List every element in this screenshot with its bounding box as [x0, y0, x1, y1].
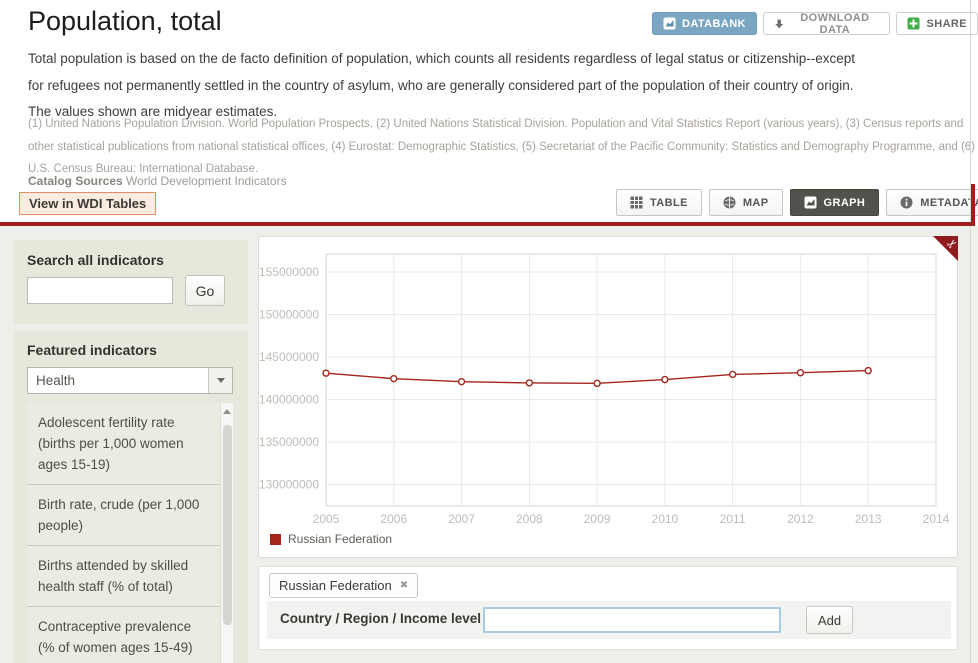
selected-country-tag[interactable]: Russian Federation ✖: [269, 573, 419, 598]
svg-text:2012: 2012: [787, 512, 814, 526]
header: Population, total DATABANK DOWNLOAD DATA: [0, 0, 978, 222]
close-icon[interactable]: ✖: [399, 580, 409, 591]
tab-metadata[interactable]: METADATA: [886, 189, 978, 216]
catalog-sources-value: World Development Indicators: [126, 174, 287, 188]
download-data-label: DOWNLOAD DATA: [800, 11, 870, 36]
databank-chart-icon: [663, 17, 676, 30]
svg-text:2013: 2013: [855, 512, 882, 526]
catalog-sources-label: Catalog Sources: [28, 174, 123, 188]
indicator-list-item[interactable]: Contraceptive prevalence (% of women age…: [27, 606, 220, 663]
clip-corner-ribbon[interactable]: ✂: [933, 235, 960, 261]
featured-category-value: Health: [36, 373, 76, 388]
share-button[interactable]: SHARE: [896, 12, 978, 35]
metadata-icon: [900, 196, 913, 209]
add-country-label: Country / Region / Income level: [280, 611, 482, 626]
right-gutter-strip: [971, 226, 978, 663]
download-data-button[interactable]: DOWNLOAD DATA: [762, 11, 891, 36]
svg-text:135000000: 135000000: [259, 435, 319, 449]
view-wdi-tables-button[interactable]: View in WDI Tables: [19, 192, 157, 215]
svg-text:2014: 2014: [923, 512, 950, 526]
indicator-description: Total population is based on the de fact…: [28, 51, 855, 119]
view-tabs: TABLE MAP GRAPH: [616, 189, 978, 216]
plus-icon: [907, 17, 920, 30]
legend-label: Russian Federation: [288, 532, 393, 546]
svg-text:2005: 2005: [313, 512, 340, 526]
tab-graph[interactable]: GRAPH: [789, 189, 880, 216]
chevron-up-icon[interactable]: [223, 409, 231, 414]
indicator-list: Adolescent fertility rate (births per 1,…: [27, 403, 233, 663]
chevron-down-icon: [216, 378, 225, 383]
population-line-chart[interactable]: 155000000 150000000 145000000 140000000 1350…: [259, 237, 959, 529]
select-arrow-box[interactable]: [208, 368, 232, 393]
svg-text:2006: 2006: [380, 512, 407, 526]
list-scrollbar[interactable]: [220, 403, 233, 663]
svg-text:2011: 2011: [720, 512, 746, 526]
svg-text:150000000: 150000000: [259, 308, 319, 322]
databank-label: DATABANK: [682, 17, 746, 30]
page-title: Population, total: [28, 6, 222, 36]
share-label: SHARE: [926, 17, 967, 30]
svg-text:2009: 2009: [584, 512, 611, 526]
indicator-sources: (1) United Nations Population Division. …: [28, 118, 976, 175]
selected-country-label: Russian Federation: [279, 578, 392, 593]
red-divider-rule: [0, 222, 975, 226]
add-country-row: Country / Region / Income level Add: [267, 601, 951, 639]
country-search-input[interactable]: [483, 607, 781, 633]
indicator-list-item[interactable]: Birth rate, crude (per 1,000 people): [27, 484, 220, 545]
red-divider-end-cap: [971, 184, 975, 226]
svg-text:2008: 2008: [516, 512, 543, 526]
table-icon: [630, 196, 643, 209]
tab-table[interactable]: TABLE: [616, 189, 702, 216]
svg-text:155000000: 155000000: [259, 265, 319, 279]
tab-metadata-label: METADATA: [920, 196, 978, 209]
add-button[interactable]: Add: [806, 606, 853, 634]
indicator-list-item[interactable]: Adolescent fertility rate (births per 1,…: [38, 415, 184, 472]
tab-map[interactable]: MAP: [708, 189, 783, 216]
map-icon: [723, 196, 736, 209]
tab-graph-label: GRAPH: [823, 196, 866, 209]
go-button[interactable]: Go: [185, 275, 225, 306]
scrollbar-thumb[interactable]: [223, 425, 232, 625]
svg-text:2007: 2007: [448, 512, 475, 526]
featured-category-select[interactable]: Health: [27, 367, 233, 394]
svg-text:140000000: 140000000: [259, 393, 319, 407]
header-actions: DATABANK DOWNLOAD DATA SHARE: [652, 11, 978, 36]
tab-map-label: MAP: [742, 196, 769, 209]
search-indicators-panel: Search all indicators Go: [14, 240, 248, 324]
tab-table-label: TABLE: [650, 196, 688, 209]
svg-text:2010: 2010: [652, 512, 679, 526]
legend-swatch: [270, 533, 281, 545]
graph-icon: [804, 196, 817, 209]
catalog-sources-line: Catalog Sources World Development Indica…: [28, 174, 287, 188]
graph-panel: ✂ 155000000 150000000 145000000 140000000 13…: [258, 235, 960, 558]
svg-text:145000000: 145000000: [259, 350, 319, 364]
country-selection-panel: Russian Federation ✖ Country / Region / …: [258, 566, 958, 650]
featured-indicators-panel: Featured indicators Health Adolescent fe…: [14, 330, 248, 663]
featured-panel-title: Featured indicators: [27, 342, 157, 358]
download-arrow-icon: [775, 19, 783, 28]
search-input[interactable]: [27, 277, 173, 304]
right-gutter-divider: [970, 0, 971, 663]
svg-text:130000000: 130000000: [259, 478, 319, 492]
indicator-list-item[interactable]: Births attended by skilled health staff …: [27, 545, 220, 606]
chart-legend: Russian Federation: [270, 532, 392, 546]
databank-button[interactable]: DATABANK: [652, 12, 757, 35]
search-panel-title: Search all indicators: [27, 252, 164, 268]
